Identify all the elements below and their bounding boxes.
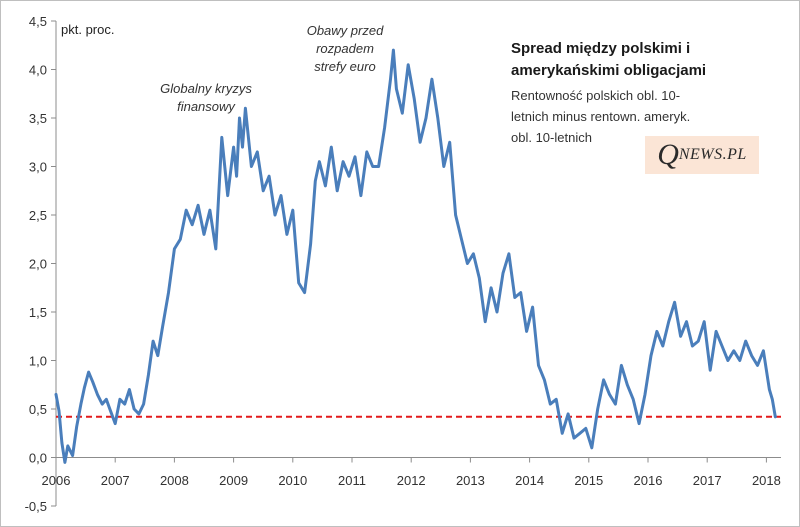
x-tick-label: 2011 bbox=[338, 473, 366, 488]
chart-subtitle-line: obl. 10-letnich bbox=[511, 130, 592, 145]
series-layer bbox=[54, 48, 777, 464]
x-tick-label: 2009 bbox=[219, 473, 248, 488]
annotation-text: Globalny kryzys bbox=[160, 81, 252, 96]
brand-logo-text: NEWS.PL bbox=[678, 146, 747, 163]
annotation-text: strefy euro bbox=[314, 59, 375, 74]
y-tick-label: 0,0 bbox=[29, 451, 47, 466]
chart-title-line1: Spread między polskimi i bbox=[511, 40, 690, 57]
annotation-text: Obawy przed bbox=[307, 23, 384, 38]
annotation-text: rozpadem bbox=[316, 41, 374, 56]
y-tick-label: 4,5 bbox=[29, 14, 47, 29]
x-tick-label: 2015 bbox=[574, 473, 603, 488]
chart-subtitle: Rentowność polskich obl. 10- letnich minu… bbox=[511, 88, 690, 145]
chart-subtitle-line: Rentowność polskich obl. 10- bbox=[511, 88, 680, 103]
x-tick-label: 2007 bbox=[101, 473, 130, 488]
y-tick-label: 0,5 bbox=[29, 402, 47, 417]
x-tick-label: 2012 bbox=[397, 473, 426, 488]
y-tick-label: -0,5 bbox=[25, 499, 47, 514]
y-tick-label: 3,5 bbox=[29, 111, 47, 126]
y-tick-label: 4,0 bbox=[29, 63, 47, 78]
x-tick-label: 2017 bbox=[693, 473, 722, 488]
series-line bbox=[54, 48, 777, 464]
annotations: Globalny kryzys finansowy Obawy przed rozpa… bbox=[160, 23, 384, 114]
x-tick-label: 2010 bbox=[278, 473, 307, 488]
x-tick-label: 2013 bbox=[456, 473, 485, 488]
x-tick-label: 2016 bbox=[634, 473, 663, 488]
brand-logo: Q NEWS.PL bbox=[645, 136, 759, 174]
annotation-text: finansowy bbox=[177, 99, 236, 114]
axes: -0,5 0,0 0,5 1,0 1,5 2,0 2,5 3,0 3,5 4,0 4,5 2006 20… bbox=[25, 14, 781, 514]
x-tick-label: 2018 bbox=[752, 473, 781, 488]
chart-subtitle-line: letnich minus rentown. ameryk. bbox=[511, 109, 690, 124]
y-tick-label: 3,0 bbox=[29, 160, 47, 175]
y-tick-label: 1,0 bbox=[29, 354, 47, 369]
y-axis-label: pkt. proc. bbox=[61, 22, 114, 37]
y-tick-label: 1,5 bbox=[29, 305, 47, 320]
x-tick-label: 2008 bbox=[160, 473, 189, 488]
brand-logo-q: Q bbox=[657, 138, 679, 171]
y-tick-label: 2,5 bbox=[29, 208, 47, 223]
x-tick-label: 2006 bbox=[42, 473, 71, 488]
chart-title-line2: amerykańskimi obligacjami bbox=[511, 62, 706, 79]
y-tick-label: 2,0 bbox=[29, 257, 47, 272]
x-tick-label: 2014 bbox=[515, 473, 544, 488]
